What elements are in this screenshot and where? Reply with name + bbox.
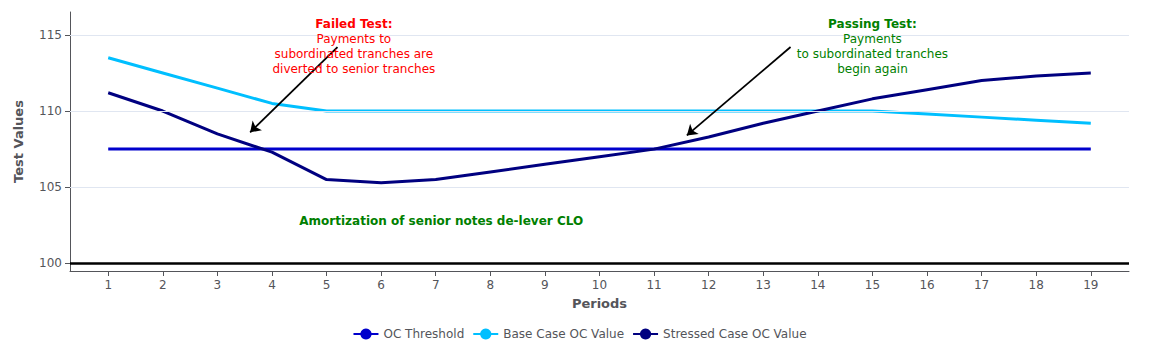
svg-text:110: 110 [39, 104, 62, 118]
svg-text:Amortization of senior notes d: Amortization of senior notes de-lever CL… [299, 214, 583, 228]
svg-text:1: 1 [104, 278, 112, 292]
svg-text:105: 105 [39, 180, 62, 194]
svg-text:subordinated tranches are: subordinated tranches are [275, 47, 434, 61]
svg-text:to subordinated tranches: to subordinated tranches [797, 47, 948, 61]
svg-text:begin again: begin again [837, 62, 908, 76]
svg-text:9: 9 [541, 278, 549, 292]
svg-text:Payments to: Payments to [317, 32, 392, 46]
svg-text:Failed Test:: Failed Test: [315, 17, 392, 31]
svg-text:Payments: Payments [843, 32, 902, 46]
svg-text:Passing Test:: Passing Test: [828, 17, 917, 31]
svg-text:13: 13 [756, 278, 771, 292]
svg-text:115: 115 [39, 28, 62, 42]
svg-text:7: 7 [432, 278, 440, 292]
svg-text:10: 10 [592, 278, 607, 292]
svg-text:15: 15 [865, 278, 880, 292]
svg-text:8: 8 [487, 278, 495, 292]
svg-text:12: 12 [701, 278, 716, 292]
svg-text:Base Case OC Value: Base Case OC Value [503, 327, 624, 341]
svg-text:Periods: Periods [572, 296, 627, 311]
svg-text:19: 19 [1083, 278, 1098, 292]
svg-text:14: 14 [810, 278, 825, 292]
svg-text:Stressed Case OC Value: Stressed Case OC Value [663, 327, 806, 341]
svg-text:4: 4 [268, 278, 276, 292]
svg-text:5: 5 [323, 278, 331, 292]
svg-text:3: 3 [214, 278, 222, 292]
svg-text:18: 18 [1029, 278, 1044, 292]
svg-text:Test Values: Test Values [11, 100, 26, 183]
svg-text:OC Threshold: OC Threshold [383, 327, 464, 341]
svg-text:2: 2 [159, 278, 167, 292]
svg-text:16: 16 [919, 278, 934, 292]
svg-text:6: 6 [377, 278, 385, 292]
svg-text:11: 11 [646, 278, 661, 292]
svg-text:diverted to senior tranches: diverted to senior tranches [272, 62, 435, 76]
svg-text:100: 100 [39, 256, 62, 270]
svg-text:17: 17 [974, 278, 989, 292]
